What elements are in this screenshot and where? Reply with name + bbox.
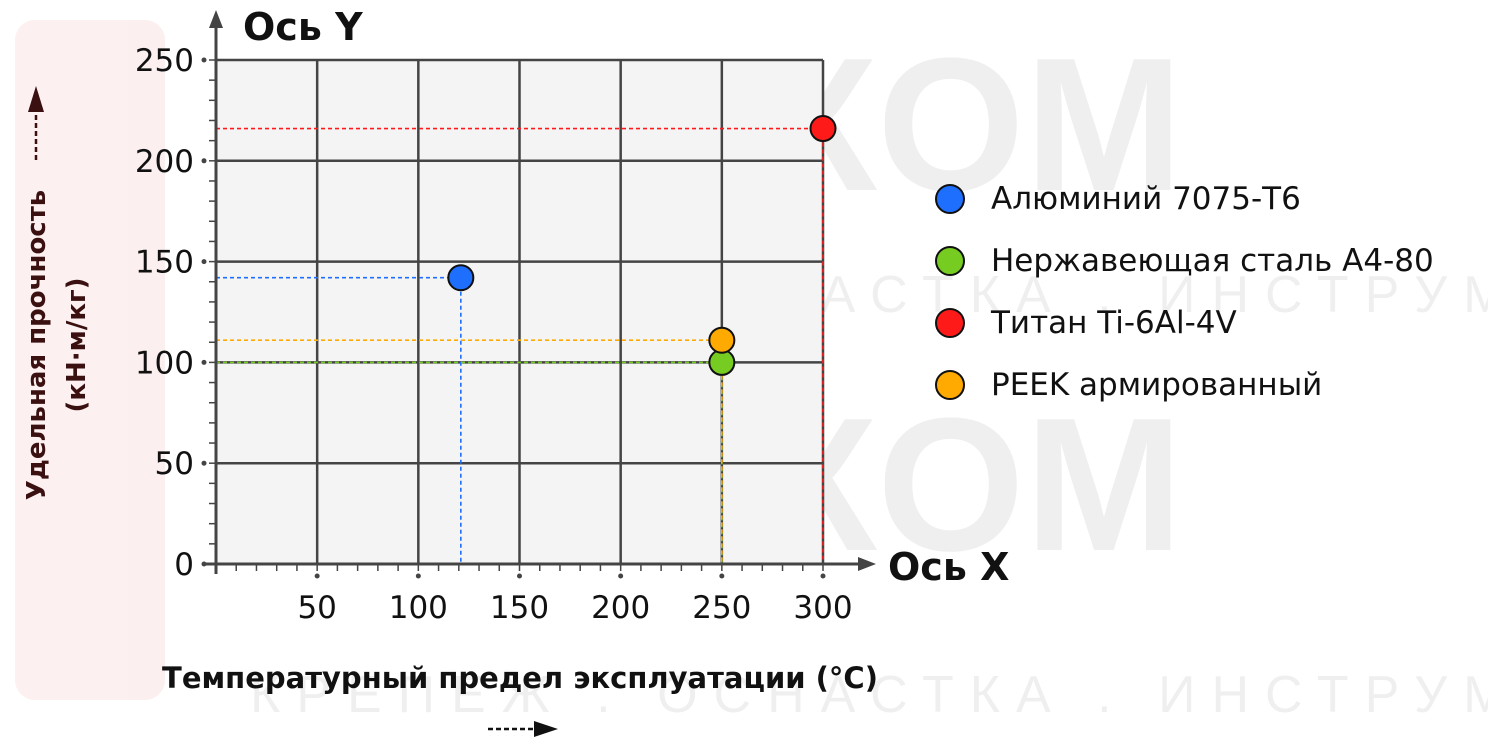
y-tick-label: 250 — [135, 43, 194, 79]
x-tick-dot — [618, 573, 624, 579]
y-axis-title: Ось Y — [243, 5, 363, 49]
legend-label: Титан Ti-6Al-4V — [991, 305, 1237, 341]
x-tick-dot — [314, 573, 320, 579]
x-tick-dot — [820, 573, 826, 579]
legend-label: Алюминий 7075-T6 — [991, 181, 1301, 217]
x-tick-labels: 50 100 150 200 250 300 — [297, 590, 852, 626]
y-tick-label: 0 — [174, 547, 194, 583]
y-axis-label-line1: Удельная прочность — [22, 190, 52, 500]
x-tick-label: 50 — [297, 590, 336, 626]
legend-label: Нержавеющая сталь А4-80 — [991, 243, 1434, 279]
y-tick-label: 150 — [135, 245, 194, 281]
y-tick-dot — [201, 561, 207, 567]
x-tick-label: 300 — [793, 590, 852, 626]
y-tick-dot — [201, 359, 207, 365]
y-axis-label-line2: (кН·м/кг) — [62, 277, 92, 412]
y-tick-label: 200 — [135, 144, 194, 180]
legend: Алюминий 7075-T6 Нержавеющая сталь А4-80… — [935, 168, 1434, 416]
x-axis-label: Температурный предел эксплуатации (°C) — [162, 661, 878, 695]
data-point — [809, 115, 837, 143]
y-tick-dot — [201, 57, 207, 63]
x-axis-label-arrow — [488, 721, 558, 737]
legend-label: PEEK армированный — [991, 367, 1323, 403]
legend-marker — [935, 246, 965, 276]
legend-marker — [935, 184, 965, 214]
legend-item-steel: Нержавеющая сталь А4-80 — [935, 230, 1434, 292]
y-tick-dot — [201, 158, 207, 164]
axes — [201, 10, 876, 579]
watermark-tagline-bottom: КРЕПЕЖ . ОСНАСТКА . ИНСТРУМЕНТ — [250, 666, 1488, 724]
legend-item-peek: PEEK армированный — [935, 354, 1434, 416]
y-tick-label: 50 — [155, 446, 194, 482]
y-axis-arrow — [209, 10, 223, 28]
x-tick-label: 200 — [591, 590, 650, 626]
y-tick-dot — [201, 259, 207, 265]
legend-item-titanium: Титан Ti-6Al-4V — [935, 292, 1434, 354]
data-point — [447, 264, 475, 292]
x-tick-dot — [719, 573, 725, 579]
x-tick-label: 100 — [389, 590, 448, 626]
y-tick-label: 100 — [135, 345, 194, 381]
data-point — [708, 326, 736, 354]
x-axis-arrow — [858, 557, 876, 571]
x-tick-dot — [517, 573, 522, 579]
x-tick-label: 150 — [490, 590, 549, 626]
y-tick-labels: 0 50 100 150 200 250 — [135, 43, 194, 583]
legend-marker — [935, 308, 965, 338]
x-axis-title: Ось X — [888, 545, 1009, 589]
y-axis-label-arrow — [28, 86, 44, 160]
x-tick-dot — [415, 573, 421, 579]
legend-item-aluminum: Алюминий 7075-T6 — [935, 168, 1434, 230]
data-points — [447, 115, 837, 376]
watermark-logo-mark — [15, 20, 165, 700]
legend-marker — [935, 370, 965, 400]
y-tick-dot — [201, 460, 207, 466]
x-tick-label: 250 — [692, 590, 751, 626]
guide-lines — [216, 127, 824, 564]
